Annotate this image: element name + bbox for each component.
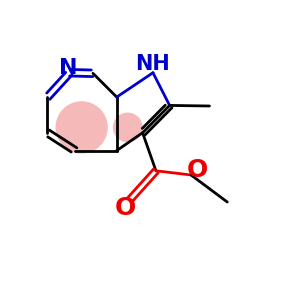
Text: O: O <box>115 196 136 220</box>
Text: N: N <box>59 58 77 78</box>
Text: O: O <box>186 158 208 182</box>
Circle shape <box>113 112 142 142</box>
Text: NH: NH <box>136 54 170 74</box>
Circle shape <box>56 101 108 154</box>
